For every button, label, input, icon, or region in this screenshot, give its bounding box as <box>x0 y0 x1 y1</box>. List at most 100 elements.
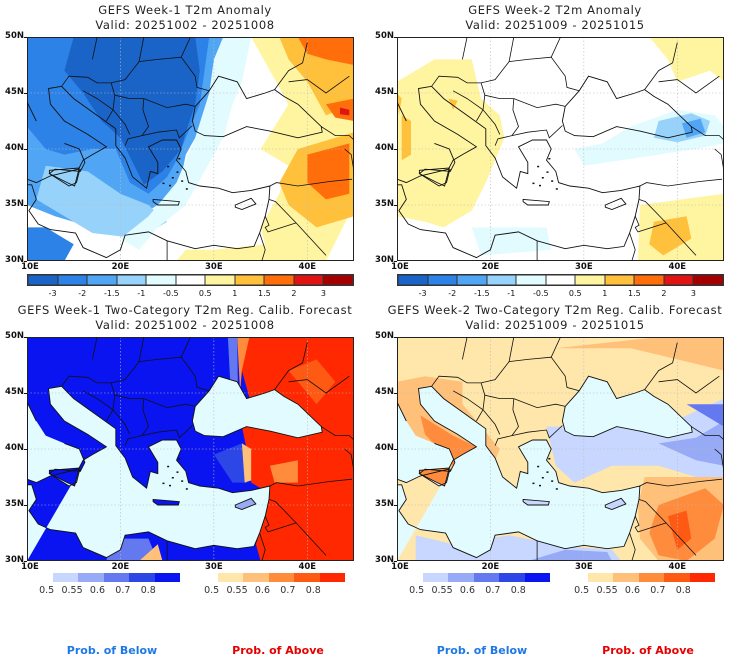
sea-mask <box>27 386 270 561</box>
below-colorbar-swatch <box>129 573 155 582</box>
country-border <box>644 342 678 390</box>
below-colorbar-swatch <box>53 573 79 582</box>
above-colorbar: 0.5 0.55 0.6 0.7 0.8 <box>574 573 715 596</box>
coastline-italy <box>48 142 86 187</box>
below-prob-region <box>213 443 247 483</box>
colorbar-swatch <box>693 275 723 285</box>
above-colorbar-tick-label: 0.8 <box>675 585 691 596</box>
y-tick-mark <box>394 93 397 94</box>
coastline-crete <box>152 198 180 206</box>
colorbar-swatch <box>116 275 147 285</box>
anomaly-region-pos-1 <box>401 115 411 161</box>
map-plot <box>397 337 724 561</box>
y-tick-mark <box>24 261 27 262</box>
aegean-island <box>541 477 544 479</box>
anomaly-region-neg-0-5 <box>471 227 552 256</box>
aegean-island <box>167 165 170 168</box>
above-prob-region <box>667 510 692 550</box>
colorbar-tick-label: -1.5 <box>103 289 120 298</box>
above-colorbar-tick-label: 0.7 <box>280 585 296 596</box>
y-tick-mark <box>394 261 397 262</box>
x-tick-label: 10E <box>391 262 409 272</box>
country-border <box>141 425 193 439</box>
y-tick-label: 35N <box>5 199 24 209</box>
aegean-island <box>162 182 165 185</box>
country-border <box>180 337 191 358</box>
sicily-fill <box>49 468 80 486</box>
below-colorbar-swatch <box>448 573 474 582</box>
colorbar-tick-label: 2 <box>291 289 297 298</box>
y-tick-label: 50N <box>5 331 24 341</box>
y-tick-label: 50N <box>375 331 394 341</box>
crete-fill <box>153 499 180 505</box>
country-border <box>288 75 350 94</box>
anomaly-region-pos-0-5 <box>546 37 724 82</box>
above-colorbar-tick-label: 0.6 <box>254 585 270 596</box>
y-tick-label: 50N <box>375 31 394 41</box>
country-border <box>138 37 145 62</box>
country-border <box>180 37 191 58</box>
panel-week1-probability: GEFS Week-1 Two-Category T2m Reg. Calib.… <box>0 300 370 600</box>
coastline-cyprus <box>234 197 257 210</box>
aegean-island <box>176 471 179 473</box>
country-border <box>691 126 724 141</box>
country-border <box>639 478 723 487</box>
above-colorbar-swatch <box>638 573 665 582</box>
y-tick-label: 35N <box>375 499 394 509</box>
country-border <box>269 478 353 487</box>
above-colorbar-tick-label: 0.7 <box>650 585 666 596</box>
chart-subtitle: Valid: 20251002 - 20251008 <box>95 18 275 32</box>
coastline-mediterranean <box>27 85 271 259</box>
country-border <box>513 398 566 409</box>
below-colorbar-tick-label: 0.55 <box>431 585 453 596</box>
y-tick-label: 40N <box>5 143 24 153</box>
x-tick-label: 20E <box>111 562 130 572</box>
crete-fill <box>523 499 550 505</box>
coastline-black-sea <box>191 375 323 439</box>
colorbar-tick-label: -2 <box>78 289 87 298</box>
below-prob-region <box>658 421 724 466</box>
aegean-island <box>176 171 179 173</box>
x-tick-label: 20E <box>111 262 130 272</box>
x-tick-label: 10E <box>21 562 39 572</box>
colorbar-swatch <box>516 275 546 285</box>
below-colorbar-swatch <box>154 573 180 582</box>
country-border <box>513 98 566 109</box>
aegean-island <box>551 180 554 182</box>
y-tick-label: 30N <box>5 555 24 565</box>
country-border <box>462 337 468 360</box>
prob-below-label: Prob. of Below <box>436 644 528 657</box>
chart-subtitle: Valid: 20251009 - 20251015 <box>465 318 645 332</box>
colorbar-tick-label: -2 <box>448 289 457 298</box>
country-border <box>264 516 297 533</box>
y-tick-mark <box>24 337 27 338</box>
country-border <box>344 448 354 472</box>
above-colorbar-tick-label: 0.55 <box>226 585 248 596</box>
country-border <box>476 82 486 122</box>
y-tick-label: 40N <box>375 443 394 453</box>
y-tick-label: 45N <box>375 87 394 97</box>
x-tick-label: 40E <box>298 262 317 272</box>
coastline-black-sea <box>561 375 693 439</box>
colorbar-tick-label: 3 <box>690 289 696 298</box>
country-border <box>452 90 501 135</box>
colorbar-swatch <box>234 275 265 285</box>
above-colorbar-swatch <box>588 573 614 582</box>
above-colorbar-tick-label: 0.5 <box>204 585 220 596</box>
sea-mask <box>562 376 693 438</box>
y-tick-label: 30N <box>375 255 394 265</box>
coastline-mediterranean <box>397 85 641 259</box>
country-border <box>634 216 667 233</box>
above-colorbar-tick-label: 0.5 <box>574 585 590 596</box>
country-border <box>124 398 149 446</box>
x-tick-label: 20E <box>481 562 500 572</box>
y-tick-label: 30N <box>375 555 394 565</box>
country-border <box>638 499 697 556</box>
aegean-island <box>532 482 535 485</box>
chart-subtitle: Valid: 20251002 - 20251008 <box>95 318 275 332</box>
y-tick-mark <box>394 393 397 394</box>
below-prob-region <box>686 404 724 427</box>
coastline-cyprus <box>604 497 627 510</box>
colorbar-swatch <box>427 275 458 285</box>
y-tick-mark <box>24 205 27 206</box>
